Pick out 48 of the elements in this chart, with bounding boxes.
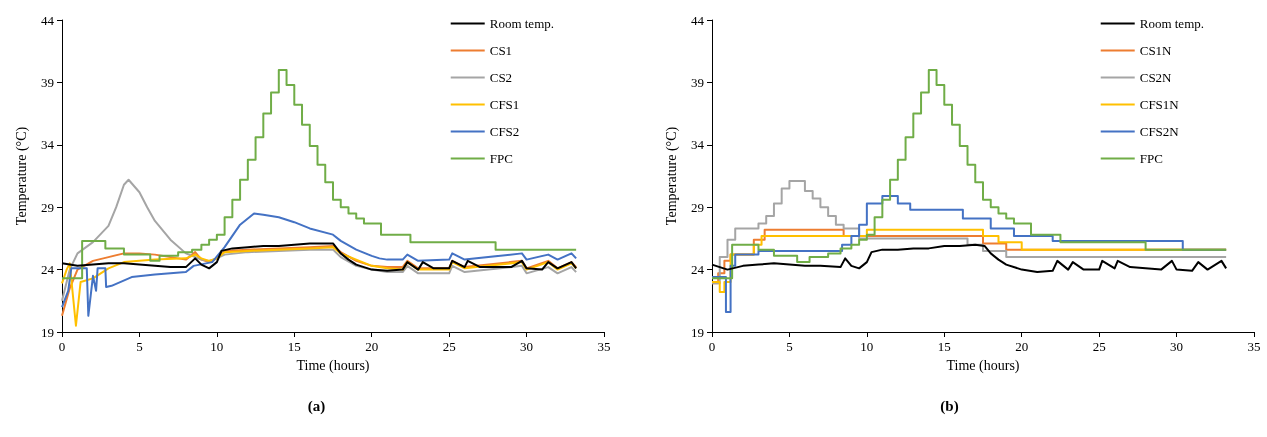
y-tick-label: 29: [41, 199, 54, 215]
y-tick-label: 34: [41, 137, 55, 153]
x-tick-label: 20: [365, 339, 379, 354]
y-tick-label: 39: [691, 74, 704, 90]
x-tick-label: 10: [210, 339, 224, 354]
y-tick-label: 24: [691, 262, 705, 278]
x-tick-label: 30: [520, 339, 534, 354]
x-tick-label: 30: [1170, 339, 1184, 354]
x-tick-label: 20: [1015, 339, 1029, 354]
x-tick-label: 5: [786, 339, 793, 354]
y-tick-label: 29: [691, 199, 704, 215]
line-series: [61, 178, 578, 302]
x-tick-label: 35: [1247, 339, 1261, 354]
y-axis-title: Temperature (°C): [663, 126, 680, 226]
legend-label: CS2N: [1139, 70, 1173, 85]
text: (a): [307, 397, 326, 415]
y-axis-title: Temperature (°C): [13, 126, 30, 226]
legend-label: CS1N: [1139, 43, 1173, 58]
x-tick-label: 25: [442, 339, 456, 354]
legend-label: Room temp.: [489, 16, 554, 31]
x-tick-label: 5: [136, 339, 143, 354]
x-tick-label: 15: [287, 339, 301, 354]
legend-label: FPC: [489, 151, 513, 166]
legend-label: CFS2N: [1139, 124, 1180, 139]
y-tick-label: 19: [41, 324, 54, 340]
y-tick-label: 19: [691, 324, 704, 340]
legend-label: Room temp.: [1139, 16, 1204, 31]
x-axis-title: Time (hours): [946, 357, 1020, 374]
y-tick-label: 34: [691, 137, 705, 153]
legend-label: CS1: [489, 43, 513, 58]
text: (b): [940, 397, 959, 415]
x-tick-label: 0: [58, 339, 66, 354]
y-tick-label: 39: [41, 74, 54, 90]
legend-label: FPC: [1139, 151, 1163, 166]
legend-label: CFS1: [489, 97, 520, 112]
x-tick-label: 25: [1092, 339, 1106, 354]
x-tick-label: 0: [708, 339, 716, 354]
legend-label: CFS2: [489, 124, 520, 139]
x-tick-label: 10: [860, 339, 874, 354]
x-tick-label: 15: [937, 339, 951, 354]
y-tick-label: 24: [41, 262, 55, 278]
x-axis-title: Time (hours): [296, 357, 370, 374]
legend-label: CFS1N: [1139, 97, 1180, 112]
legend-label: CS2: [489, 70, 513, 85]
y-tick-label: 44: [41, 12, 55, 28]
line-series: [61, 212, 578, 317]
y-tick-label: 44: [691, 12, 705, 28]
x-tick-label: 35: [597, 339, 611, 354]
